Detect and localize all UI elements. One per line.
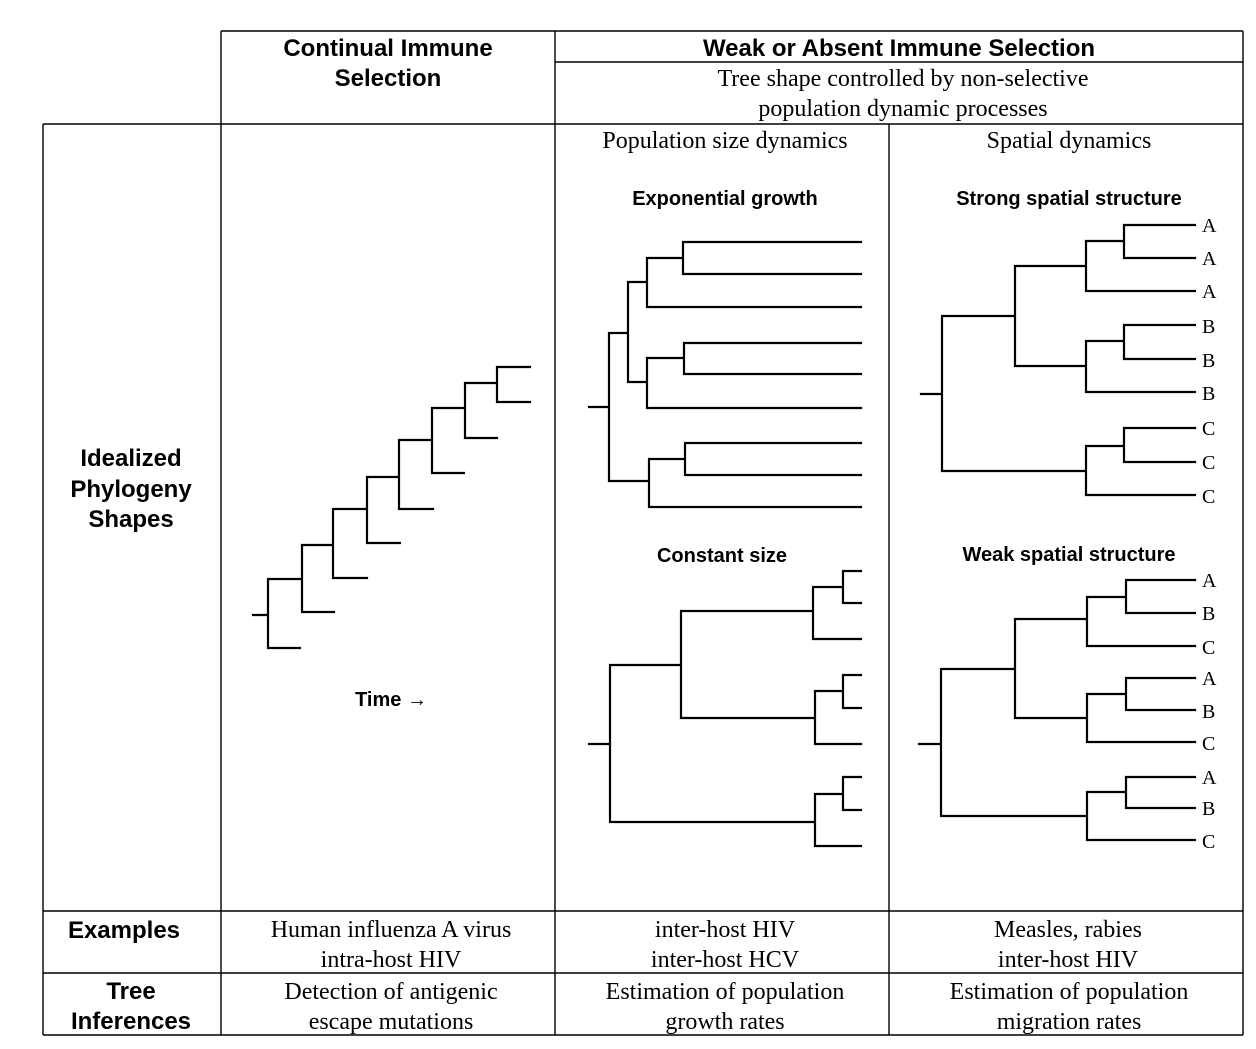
- tip-label: B: [1202, 798, 1215, 820]
- tip-label: A: [1202, 570, 1217, 592]
- constant-size-tree: [587, 569, 863, 848]
- tip-label: C: [1202, 831, 1215, 853]
- row-label-shapes-2: Phylogeny: [70, 476, 192, 503]
- tip-label: C: [1202, 418, 1215, 440]
- tip-label: B: [1202, 316, 1215, 338]
- weak-spatial-tree-branches: [917, 578, 1197, 842]
- example-spatial-line2: inter-host HIV: [998, 947, 1139, 973]
- tip-label: A: [1202, 767, 1217, 789]
- weak-spatial-tree: [917, 578, 1197, 842]
- header-population-size: Population size dynamics: [602, 128, 847, 154]
- tip-label: B: [1202, 383, 1215, 405]
- tip-label: B: [1202, 701, 1215, 723]
- header-subtitle-line1: Tree shape controlled by non-selective: [717, 66, 1088, 92]
- panel-title-exponential: Exponential growth: [632, 188, 818, 210]
- ladder-tree: [251, 365, 532, 650]
- exponential-tree-branches: [587, 240, 863, 509]
- constant-size-tree-branches: [587, 569, 863, 848]
- header-continual-line1: Continual Immune: [283, 35, 492, 62]
- header-spatial: Spatial dynamics: [987, 128, 1152, 154]
- exponential-tree: [587, 240, 863, 509]
- tip-label: C: [1202, 733, 1215, 755]
- row-label-shapes-3: Shapes: [88, 506, 173, 533]
- example-spatial-line1: Measles, rabies: [994, 917, 1142, 943]
- panel-title-weak-spatial: Weak spatial structure: [962, 544, 1175, 566]
- inference-spatial-line2: migration rates: [997, 1009, 1142, 1035]
- table-grid: [42, 30, 1244, 1036]
- header-weak-selection: Weak or Absent Immune Selection: [703, 35, 1095, 62]
- inference-population-line1: Estimation of population: [606, 979, 845, 1005]
- row-label-shapes-1: Idealized: [80, 445, 181, 472]
- header-continual-line2: Selection: [335, 65, 442, 92]
- strong-spatial-tree-branches: [919, 223, 1197, 497]
- inference-population-line2: growth rates: [665, 1009, 784, 1035]
- inference-continual-line1: Detection of antigenic: [284, 979, 497, 1005]
- row-label-inferences-2: Inferences: [71, 1008, 191, 1035]
- tip-label: B: [1202, 603, 1215, 625]
- ladder-tree-branches: [251, 365, 532, 650]
- tip-label: C: [1202, 452, 1215, 474]
- panel-title-strong-spatial: Strong spatial structure: [956, 188, 1182, 210]
- tip-label: A: [1202, 668, 1217, 690]
- tip-label: B: [1202, 350, 1215, 372]
- tip-label: C: [1202, 486, 1215, 508]
- inference-continual-line2: escape mutations: [309, 1009, 474, 1035]
- header-subtitle-line2: population dynamic processes: [758, 96, 1047, 122]
- tip-label: A: [1202, 215, 1217, 237]
- example-population-line1: inter-host HIV: [655, 917, 796, 943]
- example-population-line2: inter-host HCV: [651, 947, 800, 973]
- strong-spatial-tree: [919, 223, 1197, 497]
- row-label-inferences-1: Tree: [106, 978, 155, 1005]
- time-label: Time →: [355, 689, 427, 711]
- tip-label: A: [1202, 281, 1217, 303]
- row-label-examples: Examples: [68, 917, 180, 944]
- example-continual-line1: Human influenza A virus: [271, 917, 512, 943]
- inference-spatial-line1: Estimation of population: [950, 979, 1189, 1005]
- tip-label: A: [1202, 248, 1217, 270]
- example-continual-line2: intra-host HIV: [321, 947, 462, 973]
- strong-spatial-tip-labels: A A A B B B C C C: [1202, 215, 1217, 508]
- tip-label: C: [1202, 637, 1215, 659]
- panel-title-constant: Constant size: [657, 545, 787, 567]
- weak-spatial-tip-labels: A B C A B C A B C: [1202, 570, 1217, 853]
